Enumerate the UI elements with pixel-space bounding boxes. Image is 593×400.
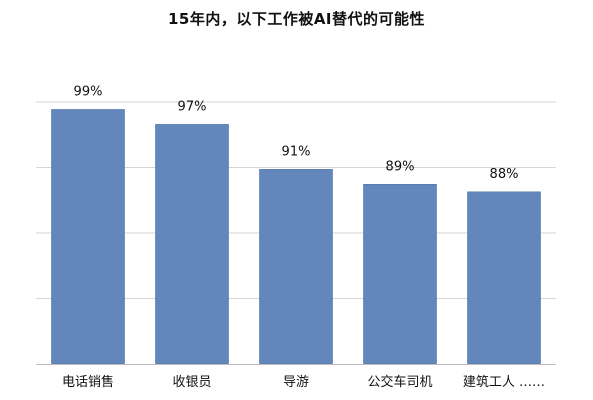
category-tick-labels: 电话销售 收银员 导游 公交车司机 建筑工人 …… (62, 374, 545, 390)
category-tick-label: 电话销售 (62, 374, 114, 390)
bar-value-label: 88% (490, 167, 519, 182)
bar-value-label: 91% (282, 144, 311, 159)
bar (51, 109, 125, 365)
bar-value-label: 99% (74, 84, 103, 99)
data-labels: 99% 97% 91% 89% 88% (74, 84, 519, 181)
category-tick-label: 收银员 (172, 375, 211, 390)
bar (363, 184, 437, 365)
category-tick-label: 建筑工人 …… (463, 374, 545, 390)
chart-title: 15年内，以下工作被AI替代的可能性 (167, 10, 426, 28)
bar-value-label: 97% (178, 99, 207, 114)
bar (467, 191, 541, 365)
bar (155, 124, 229, 365)
category-tick-label: 导游 (283, 375, 309, 390)
bar-value-label: 89% (386, 159, 415, 174)
category-tick-label: 公交车司机 (367, 374, 432, 390)
bar (259, 169, 333, 365)
